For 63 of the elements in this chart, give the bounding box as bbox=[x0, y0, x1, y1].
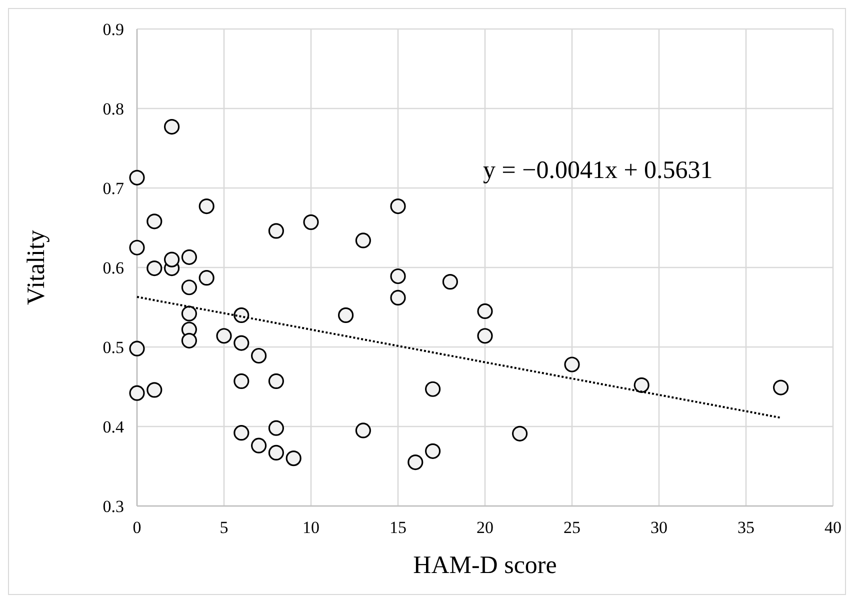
y-tick-label: 0.6 bbox=[102, 258, 124, 278]
x-tick-label: 15 bbox=[390, 518, 406, 537]
point bbox=[303, 214, 319, 230]
point bbox=[634, 377, 650, 393]
point bbox=[390, 198, 406, 214]
point bbox=[129, 170, 145, 186]
point bbox=[408, 454, 424, 470]
point bbox=[164, 252, 180, 268]
point bbox=[181, 280, 197, 296]
x-tick-label: 10 bbox=[302, 518, 320, 537]
point bbox=[234, 335, 250, 351]
y-axis-title: Vitality bbox=[23, 230, 50, 305]
x-tick-label: 30 bbox=[650, 518, 668, 537]
point bbox=[286, 450, 302, 466]
x-axis-title: HAM-D score bbox=[413, 552, 557, 579]
point bbox=[129, 240, 145, 256]
point bbox=[268, 373, 284, 389]
x-tick-label: 20 bbox=[476, 518, 494, 537]
annotation: y = −0.0041x + 0.5631 bbox=[483, 157, 713, 184]
point bbox=[251, 438, 267, 454]
x-tick-label: 5 bbox=[220, 518, 228, 537]
point bbox=[338, 307, 354, 323]
point bbox=[181, 332, 197, 348]
y-tick-label: 0.5 bbox=[102, 338, 124, 357]
point bbox=[251, 348, 267, 364]
x-tick-label: 40 bbox=[824, 518, 842, 537]
point bbox=[146, 260, 162, 276]
y-tick-label: 0.9 bbox=[102, 20, 124, 39]
x-tick-label: 25 bbox=[564, 518, 580, 537]
point bbox=[355, 422, 371, 438]
point bbox=[216, 328, 232, 344]
point bbox=[181, 306, 197, 322]
point bbox=[390, 268, 406, 284]
point bbox=[355, 232, 371, 248]
point bbox=[512, 426, 528, 442]
point bbox=[564, 356, 580, 372]
point bbox=[129, 340, 145, 356]
point bbox=[390, 290, 406, 306]
y-tick-label: 0.3 bbox=[102, 496, 124, 516]
point bbox=[425, 381, 441, 397]
point bbox=[268, 420, 284, 436]
point bbox=[234, 425, 250, 441]
point bbox=[181, 249, 197, 265]
point bbox=[164, 118, 180, 135]
point bbox=[425, 443, 441, 459]
point bbox=[268, 444, 284, 461]
point bbox=[198, 198, 214, 214]
point bbox=[146, 214, 162, 230]
x-tick-label: 35 bbox=[738, 518, 754, 537]
point bbox=[198, 270, 214, 286]
point bbox=[477, 303, 493, 320]
point bbox=[234, 307, 250, 323]
point bbox=[129, 385, 145, 401]
point bbox=[146, 382, 162, 398]
point bbox=[234, 373, 250, 389]
y-tick-label: 0.7 bbox=[102, 178, 124, 198]
point bbox=[442, 274, 458, 290]
point bbox=[477, 328, 493, 344]
x-tick-label: 0 bbox=[132, 518, 142, 537]
y-tick-label: 0.8 bbox=[102, 99, 124, 118]
point bbox=[773, 380, 789, 396]
point bbox=[268, 223, 284, 239]
y-tick-label: 0.4 bbox=[102, 417, 124, 436]
